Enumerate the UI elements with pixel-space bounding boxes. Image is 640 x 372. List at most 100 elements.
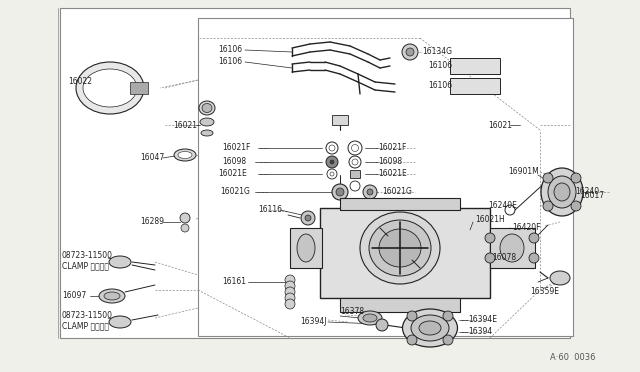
Ellipse shape (200, 118, 214, 126)
Circle shape (529, 253, 539, 263)
Text: 16106: 16106 (218, 58, 242, 67)
Circle shape (571, 173, 581, 183)
Circle shape (348, 141, 362, 155)
Circle shape (367, 189, 373, 195)
Circle shape (285, 299, 295, 309)
Text: 16021E: 16021E (218, 170, 247, 179)
Ellipse shape (109, 256, 131, 268)
Ellipse shape (109, 316, 131, 328)
Circle shape (181, 224, 189, 232)
Bar (340, 298, 460, 312)
Circle shape (285, 281, 295, 291)
Ellipse shape (541, 168, 583, 216)
Ellipse shape (411, 315, 449, 341)
Circle shape (349, 156, 361, 168)
Ellipse shape (369, 220, 431, 276)
Bar (130, 82, 148, 94)
Ellipse shape (550, 271, 570, 285)
Ellipse shape (174, 149, 196, 161)
Circle shape (406, 48, 414, 56)
Ellipse shape (554, 183, 570, 201)
Circle shape (485, 233, 495, 243)
Circle shape (443, 335, 453, 345)
Bar (290, 228, 322, 268)
Circle shape (350, 181, 360, 191)
Ellipse shape (76, 62, 144, 114)
Ellipse shape (379, 229, 421, 267)
Ellipse shape (178, 151, 192, 158)
Circle shape (407, 311, 417, 321)
Text: 16097: 16097 (62, 292, 86, 301)
Circle shape (285, 275, 295, 285)
Text: 16420F: 16420F (512, 224, 541, 232)
Ellipse shape (419, 321, 441, 335)
Text: CLAMP クランプ: CLAMP クランプ (62, 321, 109, 330)
Text: 16021E: 16021E (378, 170, 407, 179)
Bar (490, 228, 535, 268)
Ellipse shape (403, 309, 458, 347)
Ellipse shape (202, 103, 212, 112)
Circle shape (363, 185, 377, 199)
Text: 16021: 16021 (173, 121, 197, 129)
Ellipse shape (500, 234, 524, 262)
Circle shape (543, 173, 553, 183)
Circle shape (351, 144, 358, 151)
Text: 16106: 16106 (428, 61, 452, 71)
Text: 16240E: 16240E (488, 201, 517, 209)
Circle shape (443, 311, 453, 321)
Ellipse shape (201, 130, 213, 136)
Text: 16901M: 16901M (508, 167, 539, 176)
Circle shape (376, 319, 388, 331)
Text: 16394: 16394 (468, 327, 492, 337)
Circle shape (543, 201, 553, 211)
Bar (340, 198, 460, 210)
Ellipse shape (199, 101, 215, 115)
Text: 16017: 16017 (580, 190, 604, 199)
Circle shape (327, 169, 337, 179)
Circle shape (336, 188, 344, 196)
Polygon shape (320, 208, 490, 298)
Circle shape (326, 142, 338, 154)
Text: 16047: 16047 (140, 154, 164, 163)
Ellipse shape (83, 69, 137, 107)
Text: 16021F: 16021F (378, 144, 406, 153)
Bar (450, 78, 500, 94)
Ellipse shape (358, 311, 382, 325)
Circle shape (529, 233, 539, 243)
Circle shape (329, 145, 335, 151)
Bar (350, 170, 360, 178)
Ellipse shape (99, 289, 125, 303)
Ellipse shape (363, 314, 377, 322)
Circle shape (326, 156, 338, 168)
Text: 16106: 16106 (218, 45, 242, 55)
Text: 16078: 16078 (492, 253, 516, 263)
Circle shape (352, 159, 358, 165)
Circle shape (407, 335, 417, 345)
Text: 16098: 16098 (378, 157, 402, 167)
Text: A·60  0036: A·60 0036 (550, 353, 595, 362)
Text: CLAMP クランプ: CLAMP クランプ (62, 262, 109, 270)
Text: 08723-11500: 08723-11500 (62, 311, 113, 321)
Text: 08723-11500: 08723-11500 (62, 251, 113, 260)
Circle shape (285, 293, 295, 303)
Text: 16022: 16022 (68, 77, 92, 87)
Text: 16359E: 16359E (530, 288, 559, 296)
Circle shape (332, 184, 348, 200)
Circle shape (301, 211, 315, 225)
Text: 16021G: 16021G (382, 187, 412, 196)
Text: 16394J: 16394J (300, 317, 326, 327)
Circle shape (285, 287, 295, 297)
Text: 16394E: 16394E (468, 315, 497, 324)
Bar (60, 8, 570, 338)
Circle shape (571, 201, 581, 211)
Circle shape (485, 253, 495, 263)
Ellipse shape (297, 234, 315, 262)
Circle shape (330, 160, 334, 164)
Text: 16106: 16106 (428, 81, 452, 90)
Bar (198, 18, 573, 336)
Text: 16240: 16240 (575, 187, 599, 196)
Text: 16021: 16021 (488, 121, 512, 129)
Ellipse shape (548, 176, 576, 208)
Bar (450, 58, 500, 74)
Text: 16021F: 16021F (222, 144, 250, 153)
